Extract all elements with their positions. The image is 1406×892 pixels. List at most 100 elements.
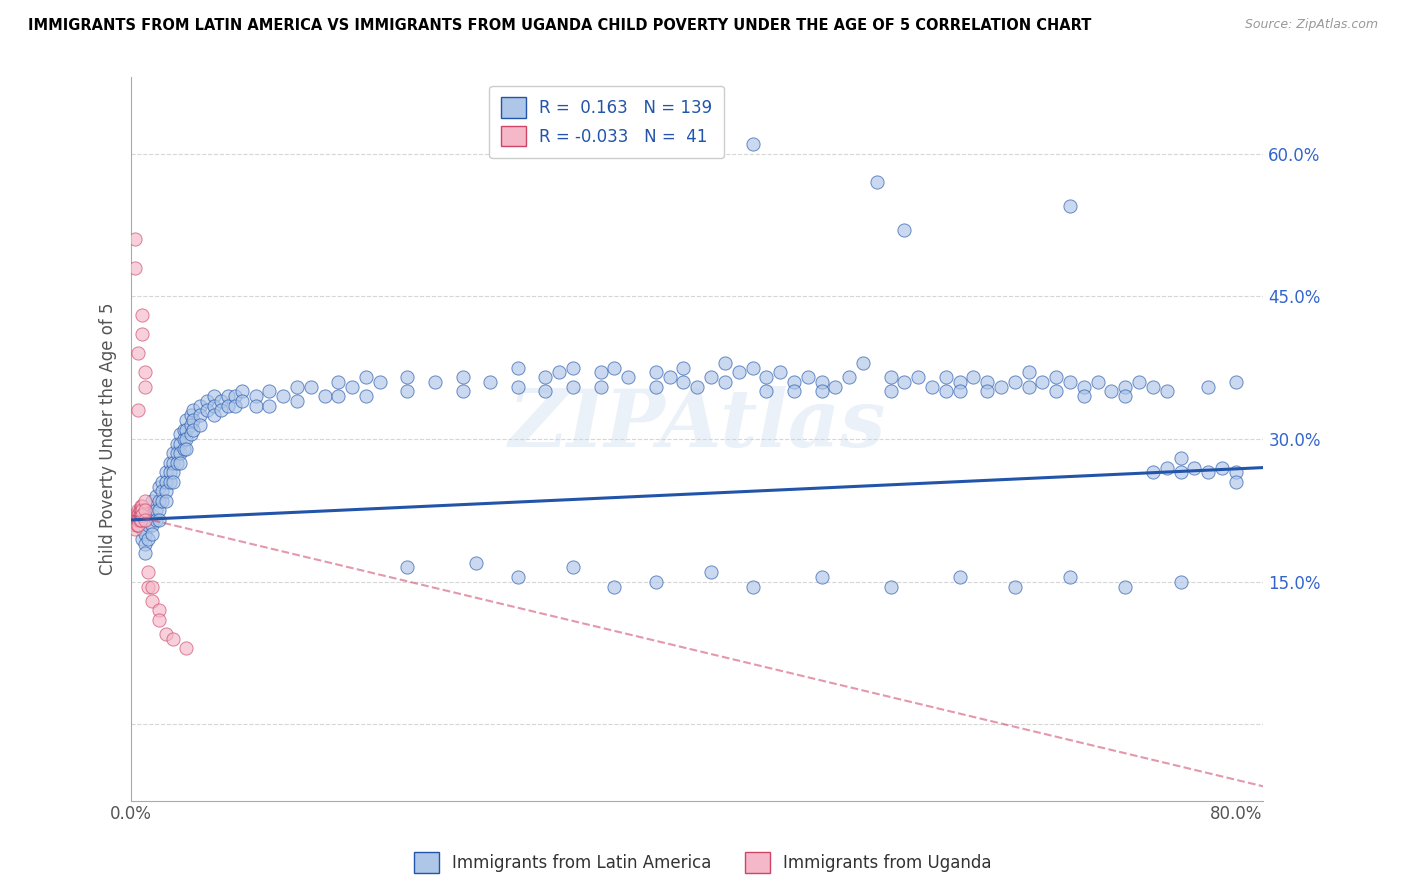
Point xyxy=(1114,389,1136,403)
Point xyxy=(907,370,929,384)
Point xyxy=(921,380,943,394)
Point xyxy=(1018,380,1040,394)
Point xyxy=(127,346,149,360)
Point xyxy=(128,508,150,523)
Y-axis label: Child Poverty Under the Age of 5: Child Poverty Under the Age of 5 xyxy=(100,302,117,575)
Point xyxy=(136,580,159,594)
Point xyxy=(259,384,281,399)
Point xyxy=(183,403,205,417)
Point xyxy=(1114,380,1136,394)
Point xyxy=(603,580,626,594)
Point xyxy=(134,527,156,541)
Point xyxy=(125,517,148,532)
Point xyxy=(879,370,901,384)
Point xyxy=(129,499,152,513)
Point xyxy=(285,394,308,409)
Point xyxy=(1225,475,1247,489)
Point xyxy=(141,580,163,594)
Point xyxy=(727,366,749,380)
Point xyxy=(176,413,198,427)
Point xyxy=(150,494,173,508)
Point xyxy=(195,394,218,409)
Point xyxy=(141,494,163,508)
Point xyxy=(1170,574,1192,589)
Point xyxy=(810,375,832,389)
Point xyxy=(173,432,195,446)
Point xyxy=(714,375,737,389)
Point xyxy=(134,503,156,517)
Point xyxy=(328,389,350,403)
Point xyxy=(1004,580,1026,594)
Legend: Immigrants from Latin America, Immigrants from Uganda: Immigrants from Latin America, Immigrant… xyxy=(408,846,998,880)
Point xyxy=(534,384,557,399)
Point xyxy=(534,370,557,384)
Point xyxy=(209,394,232,409)
Point xyxy=(183,423,205,437)
Point xyxy=(173,442,195,456)
Point xyxy=(148,480,170,494)
Point xyxy=(949,384,972,399)
Point xyxy=(162,632,184,646)
Point xyxy=(1170,466,1192,480)
Point xyxy=(129,513,152,527)
Point xyxy=(465,556,488,570)
Point xyxy=(949,375,972,389)
Point xyxy=(134,513,156,527)
Point xyxy=(209,403,232,417)
Point xyxy=(700,370,723,384)
Point xyxy=(129,513,152,527)
Point xyxy=(176,432,198,446)
Legend: R =  0.163   N = 139, R = -0.033   N =  41: R = 0.163 N = 139, R = -0.033 N = 41 xyxy=(489,86,724,158)
Point xyxy=(166,446,188,460)
Point xyxy=(562,380,585,394)
Point xyxy=(162,475,184,489)
Point xyxy=(202,409,225,423)
Point xyxy=(159,466,181,480)
Point xyxy=(506,380,529,394)
Point xyxy=(1073,380,1095,394)
Point xyxy=(131,523,153,537)
Point xyxy=(769,366,792,380)
Point xyxy=(1059,570,1081,584)
Point xyxy=(1182,460,1205,475)
Point xyxy=(195,403,218,417)
Point xyxy=(1004,375,1026,389)
Point xyxy=(1114,580,1136,594)
Point xyxy=(159,475,181,489)
Point xyxy=(672,360,695,375)
Point xyxy=(141,508,163,523)
Point xyxy=(131,508,153,523)
Point xyxy=(1225,466,1247,480)
Point xyxy=(741,360,763,375)
Point xyxy=(134,494,156,508)
Point xyxy=(217,399,239,413)
Point xyxy=(700,566,723,580)
Point xyxy=(148,513,170,527)
Point xyxy=(259,399,281,413)
Point xyxy=(451,370,474,384)
Point xyxy=(314,389,336,403)
Point xyxy=(354,370,377,384)
Point xyxy=(155,466,177,480)
Point xyxy=(1128,375,1150,389)
Point xyxy=(935,370,957,384)
Point xyxy=(589,380,612,394)
Point xyxy=(173,423,195,437)
Point xyxy=(340,380,363,394)
Point xyxy=(1170,451,1192,466)
Point xyxy=(131,499,153,513)
Point xyxy=(217,389,239,403)
Point xyxy=(145,513,167,527)
Point xyxy=(131,327,153,342)
Point xyxy=(180,409,202,423)
Point xyxy=(783,384,806,399)
Point xyxy=(506,570,529,584)
Point xyxy=(180,427,202,442)
Point xyxy=(810,384,832,399)
Point xyxy=(129,503,152,517)
Point xyxy=(176,423,198,437)
Point xyxy=(224,399,246,413)
Point xyxy=(176,641,198,656)
Point xyxy=(893,222,915,236)
Point xyxy=(755,370,778,384)
